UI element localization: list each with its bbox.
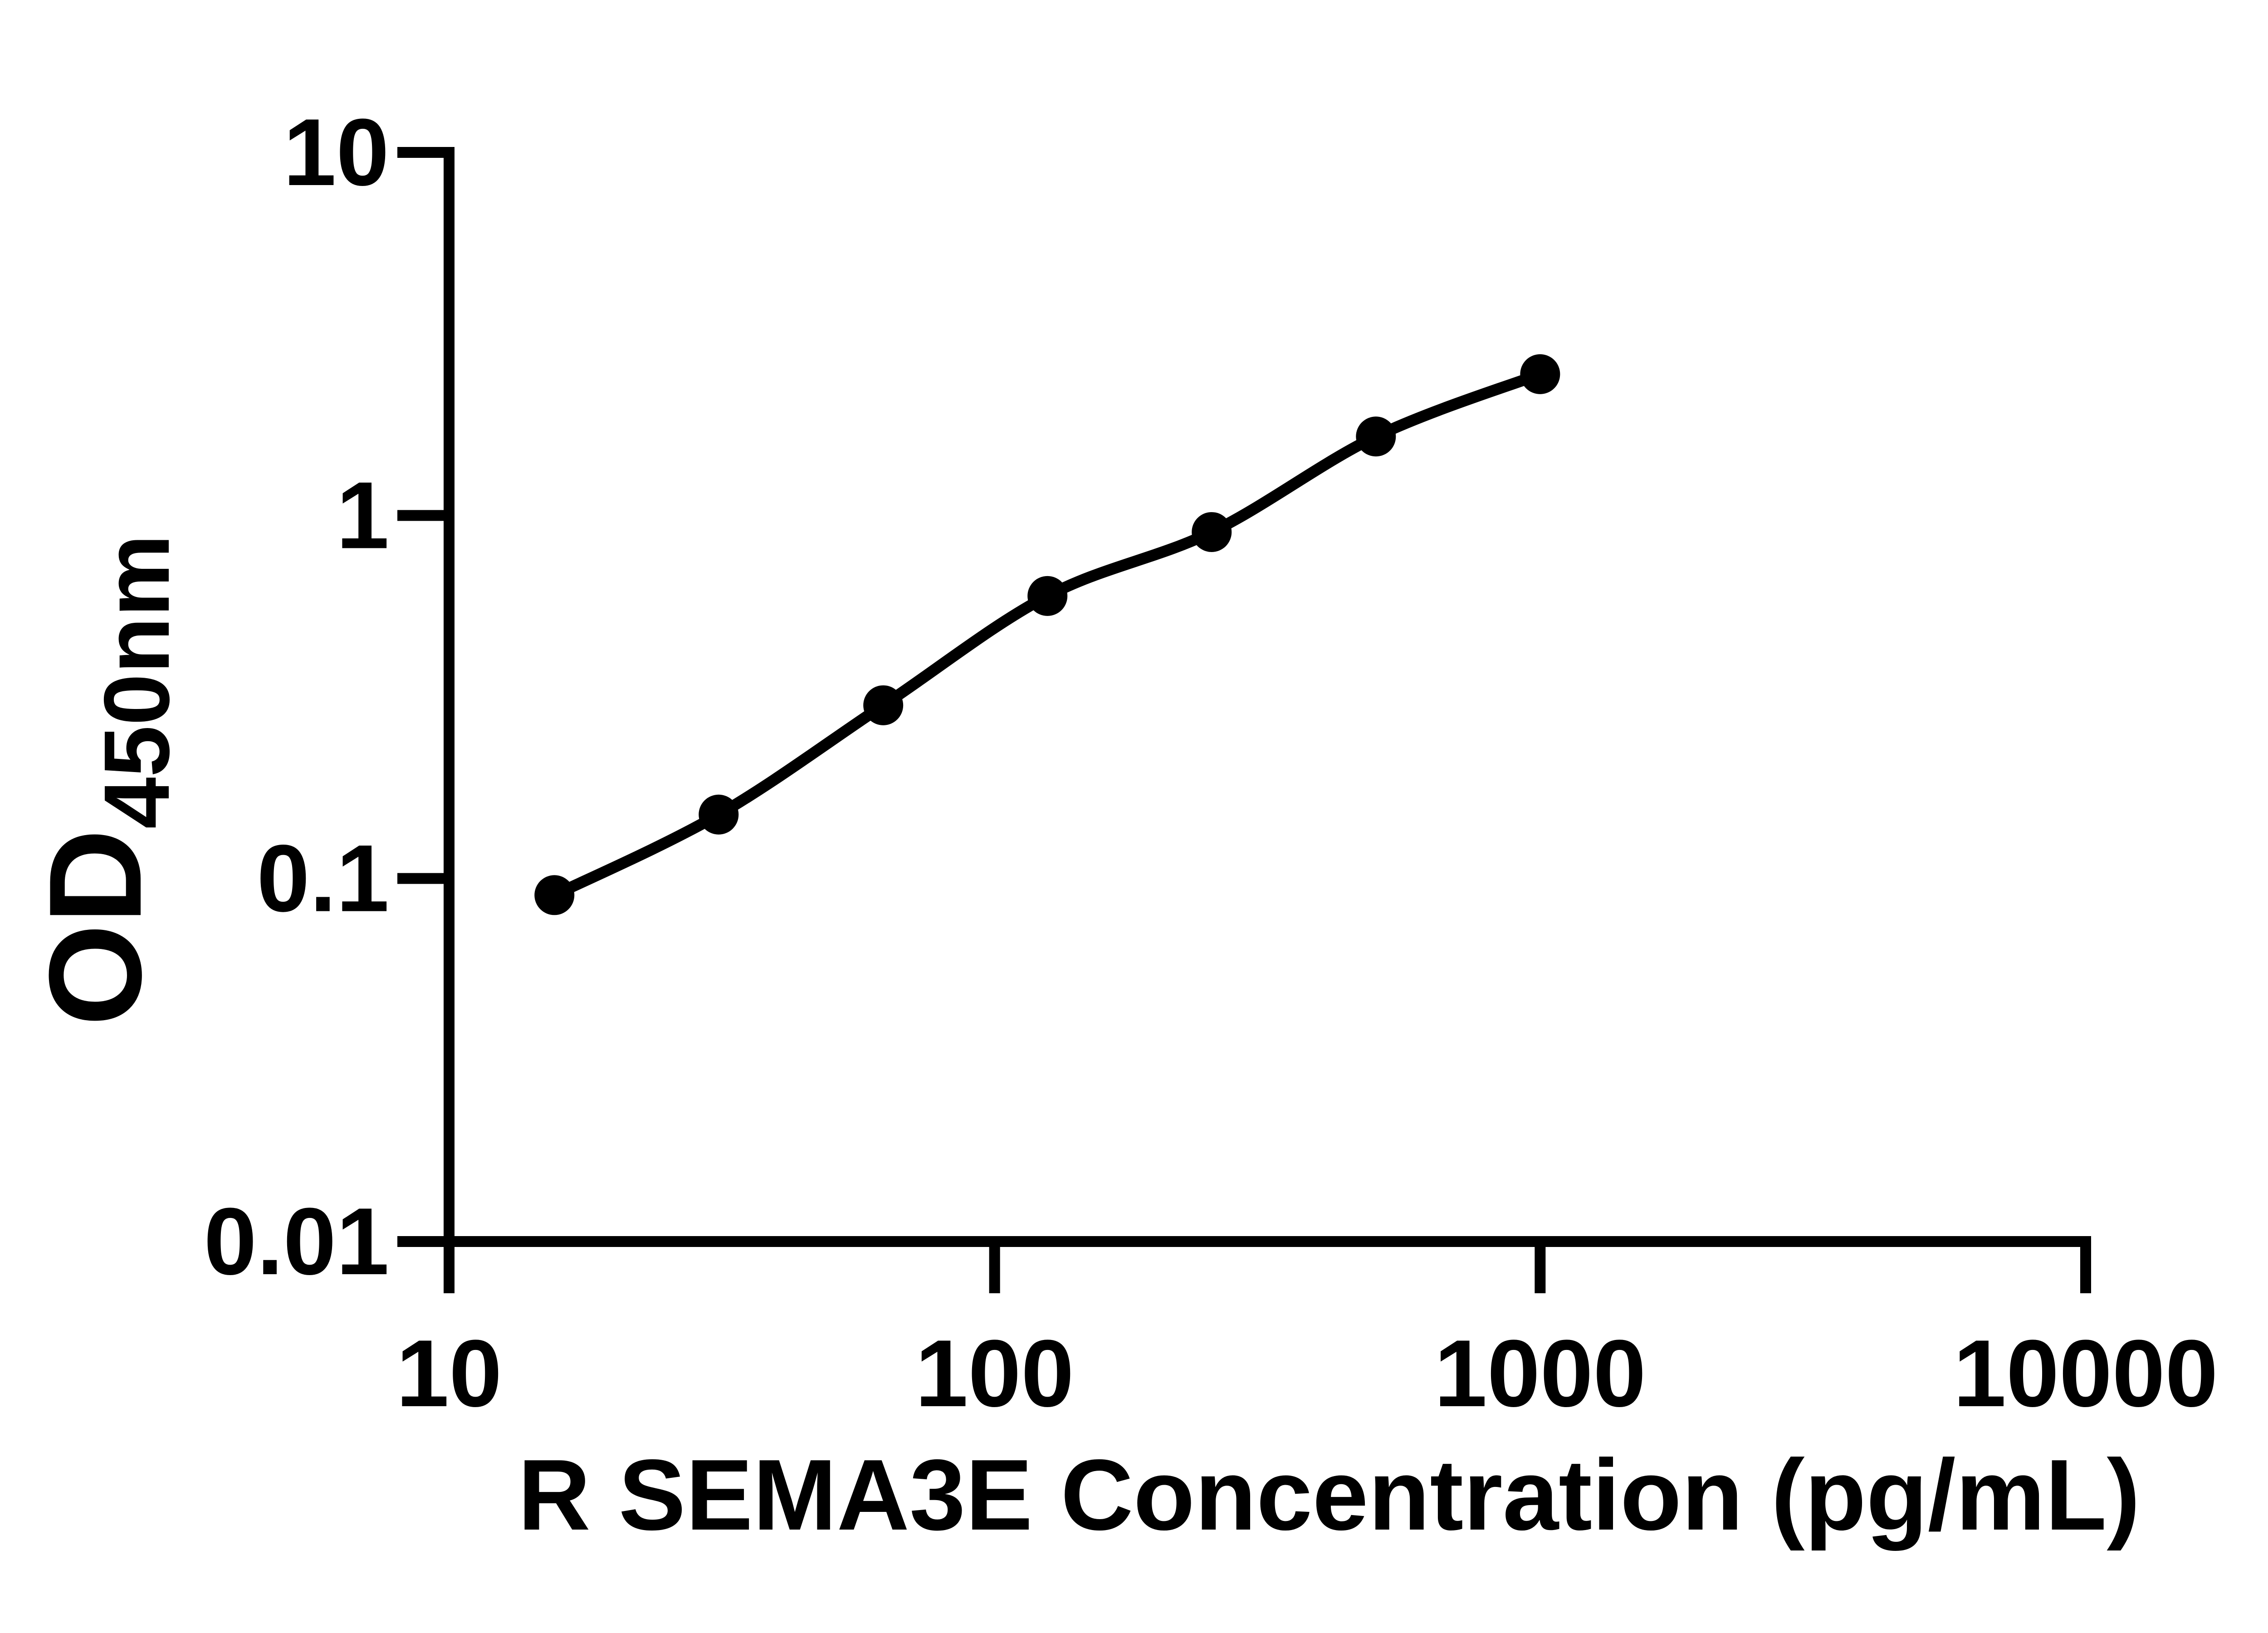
data-point	[1520, 354, 1560, 394]
data-point	[863, 685, 904, 725]
x-axis-tick-labels: 10 100 1000 10000	[396, 1320, 2218, 1427]
x-axis-ticks	[444, 1242, 2092, 1293]
x-tick-label: 10	[396, 1320, 502, 1427]
data-point	[1027, 576, 1068, 616]
y-axis-title-main: OD	[22, 829, 169, 1026]
x-tick-label: 100	[915, 1320, 1074, 1427]
y-axis-ticks	[397, 147, 449, 1247]
data-point	[699, 794, 739, 835]
axes: 10 1 0.1 0.01 10 100 1000 10000	[204, 99, 2218, 1427]
y-tick-label: 0.1	[257, 825, 389, 932]
x-tick-label: 1000	[1434, 1320, 1646, 1427]
data-point	[1356, 416, 1396, 457]
y-axis-title: OD450nm	[22, 534, 189, 1027]
y-tick-label: 0.01	[204, 1188, 389, 1295]
y-tick-label: 1	[336, 462, 389, 568]
y-axis-title-subscript: 450nm	[85, 534, 189, 829]
y-tick-label: 10	[283, 99, 389, 205]
data-point	[534, 875, 575, 915]
x-axis-title: R SEMA3E Concentration (pg/mL)	[518, 1439, 2141, 1551]
x-tick-label: 10000	[1953, 1320, 2218, 1427]
y-axis-tick-labels: 10 1 0.1 0.01	[204, 99, 389, 1295]
data-points	[534, 354, 1560, 915]
data-point	[1192, 512, 1232, 552]
